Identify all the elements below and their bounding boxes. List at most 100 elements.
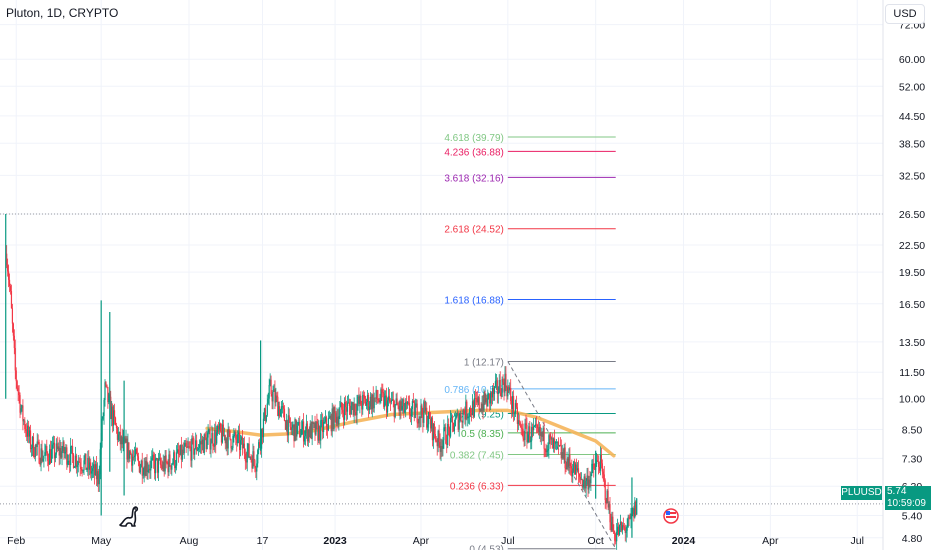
candle-body	[324, 416, 327, 422]
fibonacci-retracement[interactable]: 0 (4.53) 0.236 (6.33) 0.382 (7.45) 0.5 (8.3…	[444, 133, 617, 550]
candle-body	[300, 435, 302, 438]
candle-body	[66, 447, 68, 465]
candle-body	[17, 388, 19, 392]
candle-body	[27, 425, 29, 437]
candle-body	[425, 407, 427, 411]
candle-body	[596, 460, 599, 462]
candle-body	[481, 403, 483, 412]
candle-body	[402, 399, 404, 407]
candle-body	[14, 348, 16, 371]
candle-body	[373, 397, 375, 409]
candle-body	[488, 393, 490, 395]
candle-body	[420, 405, 422, 419]
candle-body	[83, 460, 85, 471]
candle-body	[110, 396, 112, 419]
candle-body	[60, 447, 62, 458]
candle-body	[56, 443, 58, 450]
candle-body	[366, 394, 369, 403]
candle-body	[386, 395, 388, 413]
candle-body	[263, 408, 266, 419]
candle-body	[216, 432, 218, 444]
candle-body	[607, 490, 609, 508]
candle-body	[404, 409, 406, 413]
candle-body	[182, 449, 184, 454]
candle-body	[271, 393, 273, 402]
candle-body	[69, 460, 71, 465]
candle-body	[493, 386, 496, 395]
candle-body	[610, 522, 612, 531]
candle-body	[622, 525, 624, 527]
candle-body	[449, 427, 451, 437]
candle-body	[566, 458, 568, 469]
candle-body	[394, 404, 396, 418]
candle-body	[603, 474, 605, 481]
candle-body	[98, 474, 100, 485]
candle-body	[502, 379, 504, 383]
price-tick-label: 7.30	[902, 453, 923, 465]
candle-body	[181, 449, 183, 460]
candle-body	[365, 402, 368, 406]
candle-body	[226, 438, 228, 449]
candle-body	[623, 526, 625, 528]
candle-body	[134, 449, 137, 456]
candle-body	[577, 468, 580, 474]
fib-level-label: 4.618 (39.79)	[444, 133, 504, 144]
candle-body	[158, 457, 161, 459]
candle-body	[116, 428, 119, 440]
candle-body	[500, 392, 502, 397]
candle-body	[203, 434, 205, 453]
candle-body	[51, 444, 54, 450]
candle-body	[397, 404, 399, 407]
candle-body	[492, 388, 495, 395]
candle-body	[447, 424, 449, 445]
candle-body	[244, 453, 246, 461]
horizontal-lines	[0, 213, 883, 505]
currency-button[interactable]: USD	[885, 4, 925, 24]
candle-body	[302, 421, 305, 442]
candle-body	[204, 434, 206, 438]
candle-body	[594, 468, 596, 470]
us-flag-icon[interactable]	[663, 508, 679, 524]
candle-body	[312, 421, 314, 424]
candle-body	[275, 395, 277, 403]
bar-countdown: 10:59:09	[887, 498, 926, 509]
candle-body	[31, 436, 34, 449]
candle-body	[393, 400, 395, 418]
candle-body	[146, 461, 148, 473]
candle-body	[297, 422, 299, 427]
candle-body	[293, 424, 295, 442]
candle-body	[634, 501, 636, 518]
time-tick-label: May	[91, 535, 112, 547]
candle-body	[149, 468, 151, 471]
candle-body	[145, 461, 147, 476]
dinosaur-logo-icon[interactable]	[118, 505, 142, 527]
price-axis[interactable]: 72.0060.0052.0044.5038.5032.5026.5022.50…	[899, 20, 925, 545]
symbol-title[interactable]: Pluton, 1D, CRYPTO	[6, 6, 119, 20]
candle-body	[559, 445, 561, 447]
candle-body	[589, 479, 591, 484]
candle-body	[75, 455, 77, 468]
candle-body	[225, 438, 227, 444]
candle-body	[450, 416, 453, 418]
candle-body	[562, 452, 564, 459]
candle-body	[388, 396, 391, 402]
fib-level-label: 0.382 (7.45)	[450, 450, 504, 461]
candle-body	[628, 517, 630, 519]
candle-body	[164, 455, 166, 472]
candle-body	[333, 407, 335, 430]
candle-body	[107, 386, 109, 403]
candle-body	[92, 464, 95, 469]
symbol-badge: PLUUSD	[841, 486, 882, 500]
candle-body	[288, 415, 290, 418]
candle-body	[498, 379, 500, 393]
candle-body	[486, 397, 488, 407]
candle-body	[292, 424, 294, 428]
candle-body	[190, 447, 192, 461]
candle-body	[563, 447, 565, 459]
candle-body	[213, 446, 215, 447]
candle-body	[308, 430, 310, 437]
candle-body	[454, 417, 456, 427]
candle-body	[122, 437, 124, 445]
time-axis[interactable]: Feb May Aug 17 2023 Apr Jul Oct 2024 Apr Jul	[7, 535, 864, 547]
